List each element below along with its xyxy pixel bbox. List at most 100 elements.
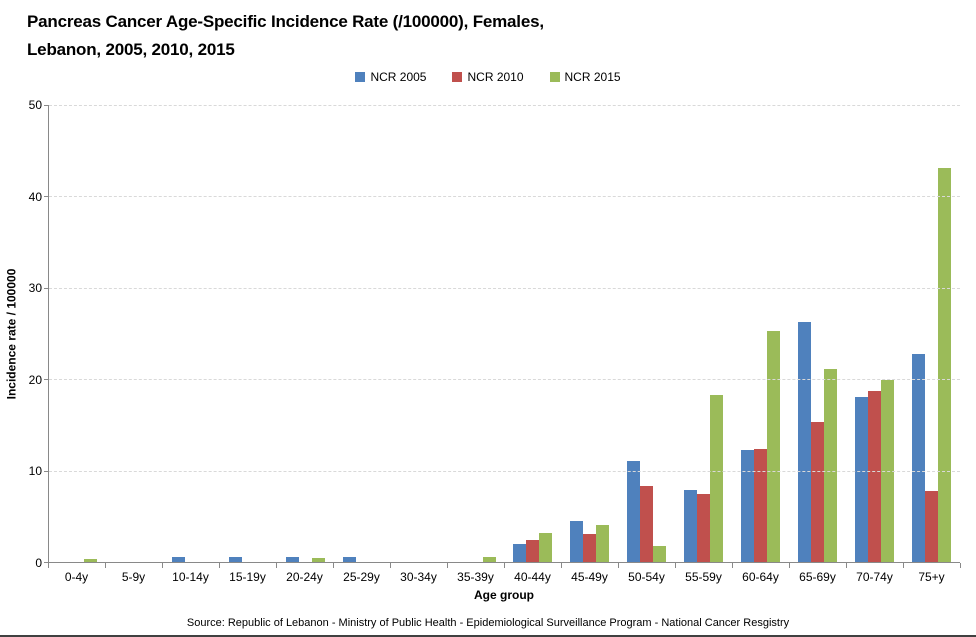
- x-axis-title: Age group: [474, 588, 534, 602]
- bar-ncr-2005-15-19y: [228, 557, 242, 562]
- x-axis-label-75-y: 75+y: [918, 570, 945, 584]
- x-axis-label-5-9y: 5-9y: [121, 570, 146, 584]
- x-axis-labels: 0-4y 5-9y 10-14y 15-19y 20-24y 25-29y 30-34y 35…: [48, 570, 960, 584]
- legend-item-ncr-2015: NCR 2015: [549, 70, 621, 84]
- bar-ncr-2015-60-64y: [767, 330, 781, 562]
- x-tick-0: [48, 563, 49, 568]
- y-axis-label-10: 10: [28, 464, 42, 479]
- bar-ncr-2015-50-54y: [653, 545, 667, 562]
- bar-ncr-2010-55-59y: [697, 494, 711, 562]
- legend-label-ncr-2005: NCR 2005: [370, 70, 427, 84]
- y-tick-10: [44, 470, 49, 472]
- bar-group-55-59y: [675, 105, 732, 562]
- legend-item-ncr-2010: NCR 2010: [452, 70, 524, 84]
- y-tick-0: [44, 562, 49, 563]
- bar-group-30-34y: [391, 105, 448, 562]
- bar-group-65-69y: [789, 105, 846, 562]
- chart-title-line1: Pancreas Cancer Age-Specific Incidence R…: [27, 12, 544, 31]
- legend-label-ncr-2015: NCR 2015: [564, 70, 621, 84]
- bar-group-15-19y: [220, 105, 277, 562]
- x-axis-label-25-29y: 25-29y: [343, 570, 380, 584]
- x-tick-3: [219, 563, 220, 568]
- y-tick-40: [44, 196, 49, 198]
- bar-ncr-2015-20-24y: [311, 558, 325, 562]
- bar-group-5-9y: [106, 105, 163, 562]
- y-axis-label-30: 30: [28, 281, 42, 296]
- bar-group-20-24y: [277, 105, 334, 562]
- x-axis-label-50-54y: 50-54y: [628, 570, 665, 584]
- chart-title-line2: Lebanon, 2005, 2010, 2015: [27, 40, 235, 59]
- bar-group-10-14y: [163, 105, 220, 562]
- x-tick-14: [846, 563, 847, 568]
- bar-group-50-54y: [618, 105, 675, 562]
- bar-ncr-2005-55-59y: [684, 489, 698, 562]
- y-axis-label-0: 0: [35, 556, 42, 570]
- bar-ncr-2010-70-74y: [868, 391, 882, 562]
- bar-ncr-2005-40-44y: [513, 543, 527, 562]
- y-axis-label-50: 50: [28, 98, 42, 112]
- x-tick-16: [960, 563, 961, 568]
- x-axis-label-70-74y: 70-74y: [856, 570, 893, 584]
- legend-label-ncr-2010: NCR 2010: [467, 70, 524, 84]
- bar-ncr-2005-10-14y: [171, 557, 185, 562]
- legend: NCR 2005 NCR 2010 NCR 2015: [0, 70, 976, 84]
- bar-ncr-2005-20-24y: [285, 557, 299, 562]
- plot-area: [44, 105, 960, 563]
- gridline-20: [49, 379, 960, 381]
- x-axis-ticks: [48, 563, 961, 569]
- bar-ncr-2010-45-49y: [583, 533, 597, 562]
- x-axis-label-40-44y: 40-44y: [514, 570, 551, 584]
- legend-swatch-ncr-2010: [452, 72, 463, 82]
- bar-ncr-2010-65-69y: [811, 422, 825, 562]
- bar-group-70-74y: [846, 105, 903, 562]
- x-tick-12: [732, 563, 733, 568]
- y-axis-label-20: 20: [28, 372, 42, 387]
- bar-group-45-49y: [561, 105, 618, 562]
- bar-group-75-y: [903, 105, 960, 562]
- x-tick-9: [561, 563, 562, 568]
- bar-ncr-2005-50-54y: [627, 460, 641, 562]
- y-tick-20: [44, 379, 49, 381]
- bar-ncr-2015-0-4y: [83, 559, 97, 562]
- x-axis-label-65-69y: 65-69y: [799, 570, 836, 584]
- x-tick-11: [675, 563, 676, 568]
- x-tick-13: [789, 563, 790, 568]
- y-tick-50: [44, 105, 49, 106]
- x-tick-8: [504, 563, 505, 568]
- legend-swatch-ncr-2005: [355, 72, 366, 82]
- y-axis-label-40: 40: [28, 189, 42, 204]
- bar-group-0-4y: [49, 105, 106, 562]
- x-axis-label-0-4y: 0-4y: [64, 570, 89, 584]
- bar-ncr-2015-40-44y: [539, 532, 553, 562]
- x-tick-15: [903, 563, 904, 568]
- x-tick-1: [105, 563, 106, 568]
- bar-ncr-2010-60-64y: [754, 448, 768, 562]
- bar-ncr-2010-50-54y: [640, 486, 654, 562]
- x-tick-6: [390, 563, 391, 568]
- x-axis-label-55-59y: 55-59y: [685, 570, 722, 584]
- x-axis-label-15-19y: 15-19y: [229, 570, 266, 584]
- bar-ncr-2010-75-y: [925, 490, 939, 562]
- gridline-30: [49, 287, 960, 289]
- gridline-40: [49, 196, 960, 198]
- bar-ncr-2005-60-64y: [741, 449, 755, 562]
- bar-ncr-2005-70-74y: [855, 397, 869, 562]
- bar-ncr-2015-55-59y: [710, 394, 724, 562]
- legend-item-ncr-2005: NCR 2005: [355, 70, 426, 84]
- bar-ncr-2005-75-y: [912, 353, 926, 562]
- x-tick-2: [162, 563, 163, 568]
- source-text: Source: Republic of Lebanon - Ministry o…: [186, 617, 790, 629]
- bar-ncr-2005-65-69y: [798, 321, 812, 562]
- y-axis-labels: 0 10 20 30 40 50: [0, 98, 42, 570]
- bar-groups: [49, 105, 960, 562]
- bar-group-35-39y: [448, 105, 505, 562]
- gridline-10: [49, 470, 960, 472]
- bar-ncr-2015-75-y: [938, 168, 952, 562]
- x-tick-4: [276, 563, 277, 568]
- x-axis-label-10-14y: 10-14y: [172, 570, 209, 584]
- bar-ncr-2005-45-49y: [570, 520, 584, 562]
- x-tick-5: [333, 563, 334, 568]
- bar-group-60-64y: [732, 105, 789, 562]
- gridline-50: [49, 105, 960, 106]
